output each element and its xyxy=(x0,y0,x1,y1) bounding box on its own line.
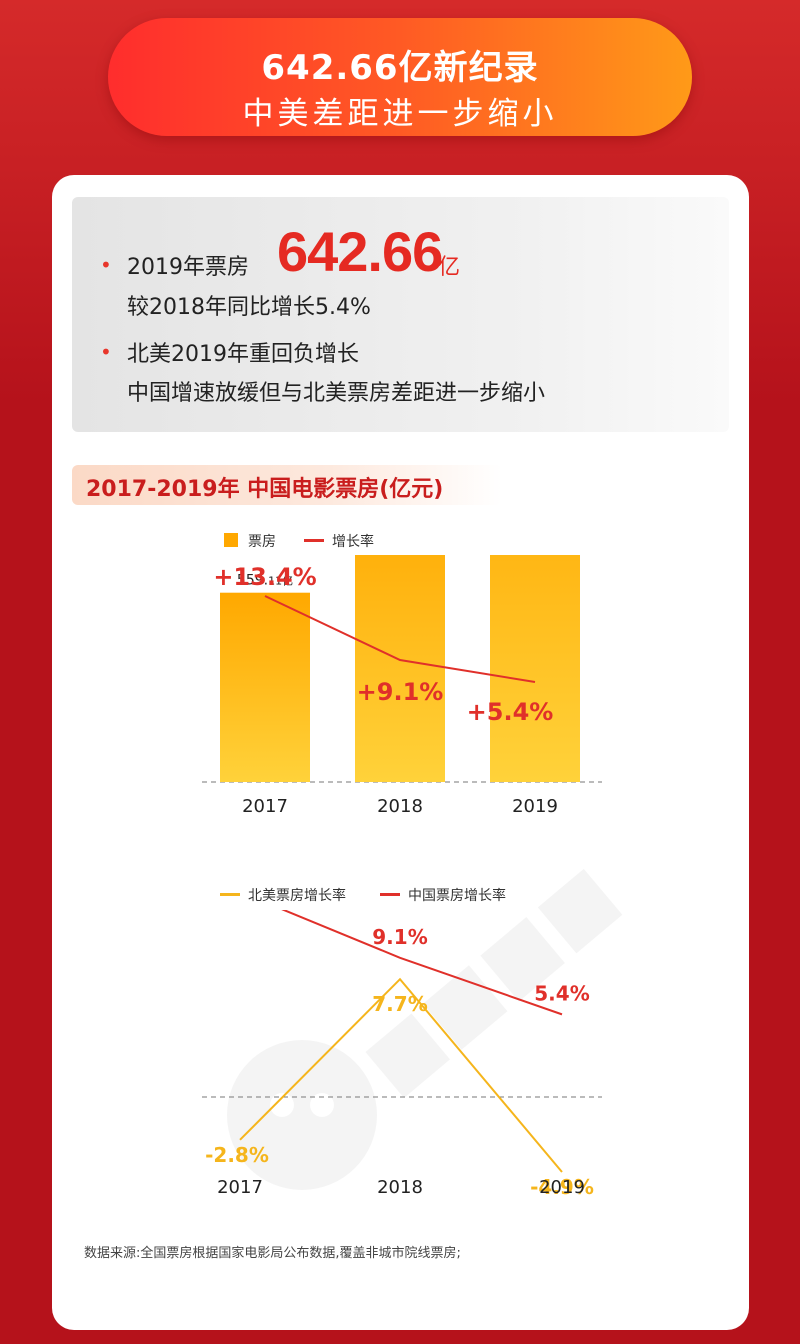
highlight-value: 642.66 xyxy=(277,220,443,283)
growth-label: +13.4% xyxy=(213,563,316,591)
growth-label: +9.1% xyxy=(357,678,444,706)
legend-label-cn: 中国票房增长率 xyxy=(408,888,506,904)
cn-growth-line xyxy=(281,910,563,1016)
na-growth-label: -4.9% xyxy=(530,1175,594,1199)
boxoffice-bar-chart: 559.11亿2017609.76亿2018642.66亿2019+13.4%+… xyxy=(202,555,602,817)
bar-2017 xyxy=(220,592,310,782)
legend-swatch-na xyxy=(220,893,240,896)
banner-title: 642.66亿新纪录 xyxy=(261,48,539,88)
cn-growth-label: 5.4% xyxy=(534,981,589,1005)
growth-line xyxy=(264,595,536,683)
summary-box: • 2019年票房 642.66 亿 较2018年同比增长5.4% • 北美20… xyxy=(72,197,729,432)
bar-2019 xyxy=(490,555,580,782)
bar-2018 xyxy=(355,555,445,782)
legend-label-boxoffice: 票房 xyxy=(248,534,276,550)
x-tick-label: 2018 xyxy=(377,796,423,817)
summary-line-1: 2019年票房 xyxy=(127,255,249,280)
x-tick-label: 2019 xyxy=(512,796,558,817)
na-growth-label: -2.8% xyxy=(205,1143,269,1167)
legend-swatch-boxoffice xyxy=(224,533,238,547)
bullet-dot: • xyxy=(100,253,112,277)
summary-line-3: 北美2019年重回负增长 xyxy=(127,342,359,367)
title-banner: 642.66亿新纪录 中美差距进一步缩小 xyxy=(108,18,692,136)
section-title: 2017-2019年 中国电影票房(亿元) xyxy=(86,477,444,502)
summary-line-4: 中国增速放缓但与北美票房差距进一步缩小 xyxy=(127,381,546,406)
legend-swatch-growth xyxy=(304,539,324,542)
legend-label-na: 北美票房增长率 xyxy=(248,888,346,904)
x-tick-label: 2017 xyxy=(242,796,288,817)
bullet-dot: • xyxy=(100,340,112,364)
source-note: 数据来源:全国票房根据国家电影局公布数据,覆盖非城市院线票房; xyxy=(84,1246,461,1261)
x-tick-label: 2017 xyxy=(217,1177,263,1198)
content-card: • 2019年票房 642.66 亿 较2018年同比增长5.4% • 北美20… xyxy=(52,175,749,1330)
highlight-unit: 亿 xyxy=(438,255,461,280)
growth-label: +5.4% xyxy=(467,698,554,726)
bar-value-label: 559.11亿 xyxy=(237,573,293,589)
section-heading: 2017-2019年 中国电影票房(亿元) xyxy=(72,465,502,505)
na-growth-line xyxy=(239,977,563,1173)
na-growth-label: 7.7% xyxy=(372,992,427,1016)
cn-growth-label: 9.1% xyxy=(372,925,427,949)
legend-label-growth: 增长率 xyxy=(332,534,374,550)
banner-subtitle: 中美差距进一步缩小 xyxy=(242,96,558,132)
x-tick-label: 2018 xyxy=(377,1177,423,1198)
x-tick-label: 2019 xyxy=(539,1177,585,1198)
summary-line-2: 较2018年同比增长5.4% xyxy=(127,295,371,320)
legend-swatch-cn xyxy=(380,893,400,896)
